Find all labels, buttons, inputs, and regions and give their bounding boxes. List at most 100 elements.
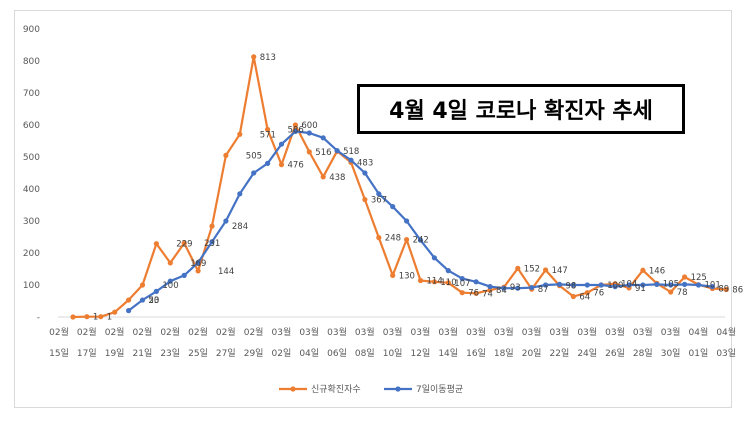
- x-tick-label-day: 16일: [466, 348, 486, 359]
- series-1-point: [153, 241, 159, 247]
- data-label: 505: [246, 151, 262, 161]
- data-label: 110: [440, 278, 456, 288]
- data-label: 1: [107, 313, 112, 323]
- data-label: 518: [343, 147, 359, 157]
- series-2-point: [306, 130, 312, 136]
- x-tick-label-day: 08일: [355, 348, 375, 359]
- y-tick-label: 600: [23, 121, 40, 131]
- data-label: 53: [149, 296, 160, 306]
- x-tick-label-day: 21일: [133, 348, 153, 359]
- data-label: 98: [566, 282, 577, 292]
- series-1-point: [167, 260, 173, 266]
- series-2-point: [543, 282, 549, 288]
- chart-frame: [14, 10, 732, 408]
- series-2-point: [487, 284, 493, 290]
- x-tick-label-day: 06일: [327, 348, 347, 359]
- x-tick-label-day: 19일: [105, 348, 125, 359]
- series-1-point: [668, 289, 674, 295]
- series-2-point: [612, 284, 618, 290]
- series-1-point: [320, 174, 326, 180]
- series-1-point: [723, 286, 729, 293]
- y-tick-label: -: [37, 313, 40, 323]
- x-tick-label-month: 03월: [411, 326, 431, 338]
- data-label: 78: [677, 288, 688, 298]
- series-2-point: [278, 141, 285, 147]
- series-1-point: [292, 122, 298, 128]
- series-1-point: [126, 297, 132, 303]
- series-1-point: [195, 268, 201, 274]
- x-tick-label-month: 02월: [160, 326, 180, 338]
- x-tick-label-month: 03월: [272, 326, 292, 338]
- series-2-point: [682, 281, 688, 287]
- data-label: 813: [260, 53, 276, 63]
- series-2-point: [459, 276, 465, 282]
- series-2-point: [404, 218, 410, 224]
- y-tick-label: 200: [23, 249, 40, 259]
- series-1-point: [431, 279, 437, 285]
- x-tick-label-month: 02월: [244, 326, 264, 338]
- series-2-point: [654, 281, 660, 287]
- series-2-point: [139, 297, 146, 303]
- data-label: 367: [371, 196, 387, 206]
- x-tick-label-month: 03월: [299, 326, 319, 338]
- data-label: 248: [385, 234, 401, 244]
- series-2-point: [265, 160, 271, 166]
- series-1-point: [181, 240, 187, 246]
- series-2-point: [153, 288, 159, 294]
- x-tick-label-month: 02월: [77, 326, 97, 338]
- series-2-point: [195, 260, 201, 266]
- x-tick-label-month: 03월: [550, 326, 570, 338]
- series-1-point: [459, 290, 465, 296]
- data-label: 100: [162, 281, 178, 291]
- chart-title: 4월 4일 코로나 확진자 추세: [389, 99, 653, 124]
- data-label: 91: [635, 284, 646, 294]
- series-1-point: [390, 272, 396, 278]
- x-tick-label-day: 27일: [216, 348, 236, 359]
- x-tick-label-month: 04월: [689, 326, 709, 338]
- data-label: 231: [204, 239, 220, 249]
- series-1-point: [98, 314, 104, 320]
- y-tick-label: 800: [23, 57, 40, 67]
- x-tick-label-month: 03월: [661, 326, 681, 338]
- series-2-point: [292, 128, 298, 134]
- data-label: 76: [593, 289, 604, 299]
- x-tick-label-month: 03월: [466, 326, 486, 338]
- data-label: 152: [524, 264, 540, 274]
- legend-swatch-marker: [290, 386, 296, 392]
- data-label: 87: [538, 285, 549, 295]
- x-tick-label-month: 03월: [327, 326, 347, 338]
- y-tick-label: 500: [23, 153, 40, 163]
- series-2-point: [223, 218, 229, 224]
- series-1-point: [251, 54, 257, 60]
- x-tick-label-day: 25일: [188, 348, 208, 359]
- data-label: 242: [413, 236, 429, 246]
- legend-label: 신규확진자수: [311, 383, 361, 395]
- series-2-point: [348, 157, 354, 163]
- series-1-point: [362, 196, 368, 203]
- series-1-point: [278, 162, 285, 168]
- series-2-point: [167, 278, 173, 284]
- series-2-point: [626, 282, 632, 288]
- series-2-point: [320, 135, 326, 141]
- data-label: 20: [149, 296, 160, 306]
- series-1-point: [640, 267, 646, 273]
- series-1-point: [584, 290, 590, 296]
- series-1-point: [473, 290, 479, 296]
- data-label: 64: [579, 293, 590, 303]
- data-label: 586: [288, 125, 304, 135]
- x-tick-label-day: 14일: [438, 348, 458, 359]
- y-tick-label: 300: [23, 217, 40, 227]
- x-tick-label-day: 04일: [299, 348, 319, 359]
- x-tick-label-day: 03일: [716, 348, 736, 359]
- data-label: 144: [218, 267, 234, 277]
- series-2-point: [417, 237, 424, 243]
- series-2-point: [668, 282, 674, 288]
- x-tick-label-day: 29일: [244, 348, 264, 359]
- data-label: 76: [468, 289, 479, 299]
- series-1-point: [237, 131, 243, 137]
- series-1-point: [223, 152, 229, 158]
- series-2-point: [376, 191, 382, 197]
- x-tick-label-month: 02월: [133, 326, 153, 338]
- x-tick-label-month: 04월: [716, 326, 736, 338]
